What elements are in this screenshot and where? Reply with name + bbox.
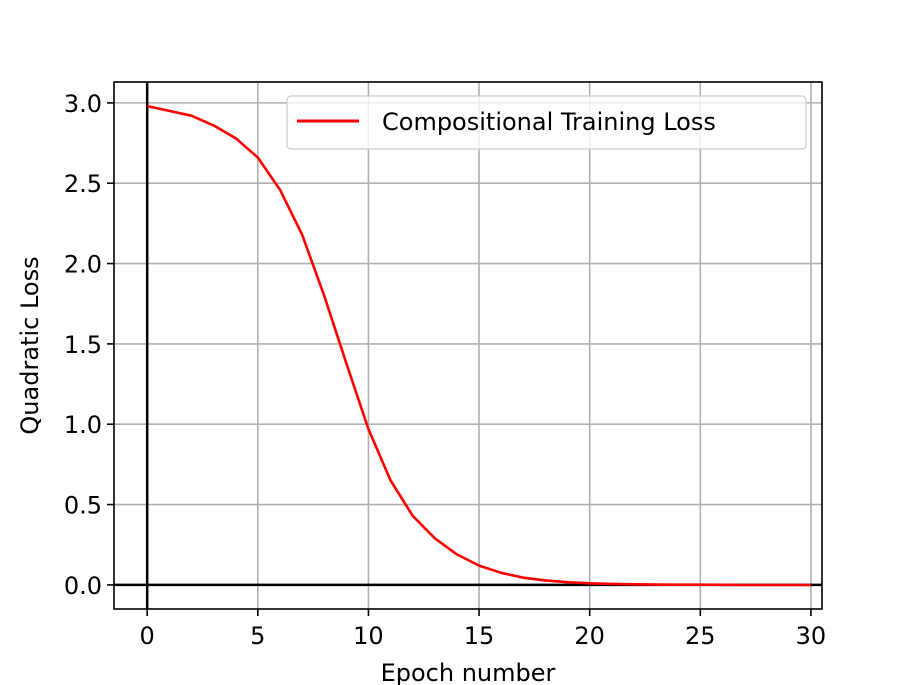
y-tick-label: 3.0 (64, 90, 102, 118)
x-tick-label: 15 (464, 622, 495, 650)
y-axis-title: Quadratic Loss (16, 256, 44, 434)
series-layer (146, 104, 811, 587)
y-tick-label: 2.0 (64, 251, 102, 279)
zero-axes (114, 82, 822, 609)
legend: Compositional Training Loss (286, 95, 807, 150)
y-tick-label: 0.5 (64, 492, 102, 520)
grid (114, 82, 822, 609)
y-tick-label: 0.0 (64, 572, 102, 600)
y-tick-label: 1.5 (64, 331, 102, 359)
legend-box (286, 95, 807, 150)
y-tick-label: 2.5 (64, 170, 102, 198)
ticks: 0 5 10 15 20 25 30 0.0 0.5 1.0 1.5 2.0 2.5 3.0 (64, 90, 826, 650)
x-tick-label: 25 (685, 622, 716, 650)
x-tick-label: 30 (796, 622, 827, 650)
plot-frame (113, 81, 823, 610)
x-tick-label: 10 (353, 622, 384, 650)
x-tick-label: 0 (140, 622, 155, 650)
x-tick-label: 5 (250, 622, 265, 650)
series-line (146, 104, 811, 587)
legend-label: Compositional Training Loss (382, 108, 716, 136)
x-axis-title: Epoch number (381, 659, 556, 685)
y-tick-label: 1.0 (64, 411, 102, 439)
x-tick-label: 20 (574, 622, 605, 650)
